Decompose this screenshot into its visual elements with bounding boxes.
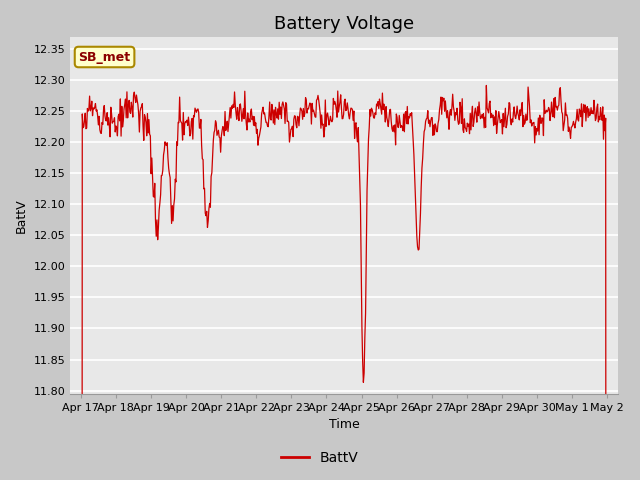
Text: SB_met: SB_met	[79, 50, 131, 63]
Legend: BattV: BattV	[276, 445, 364, 471]
Y-axis label: BattV: BattV	[15, 198, 28, 233]
Title: Battery Voltage: Battery Voltage	[274, 15, 414, 33]
X-axis label: Time: Time	[328, 419, 359, 432]
